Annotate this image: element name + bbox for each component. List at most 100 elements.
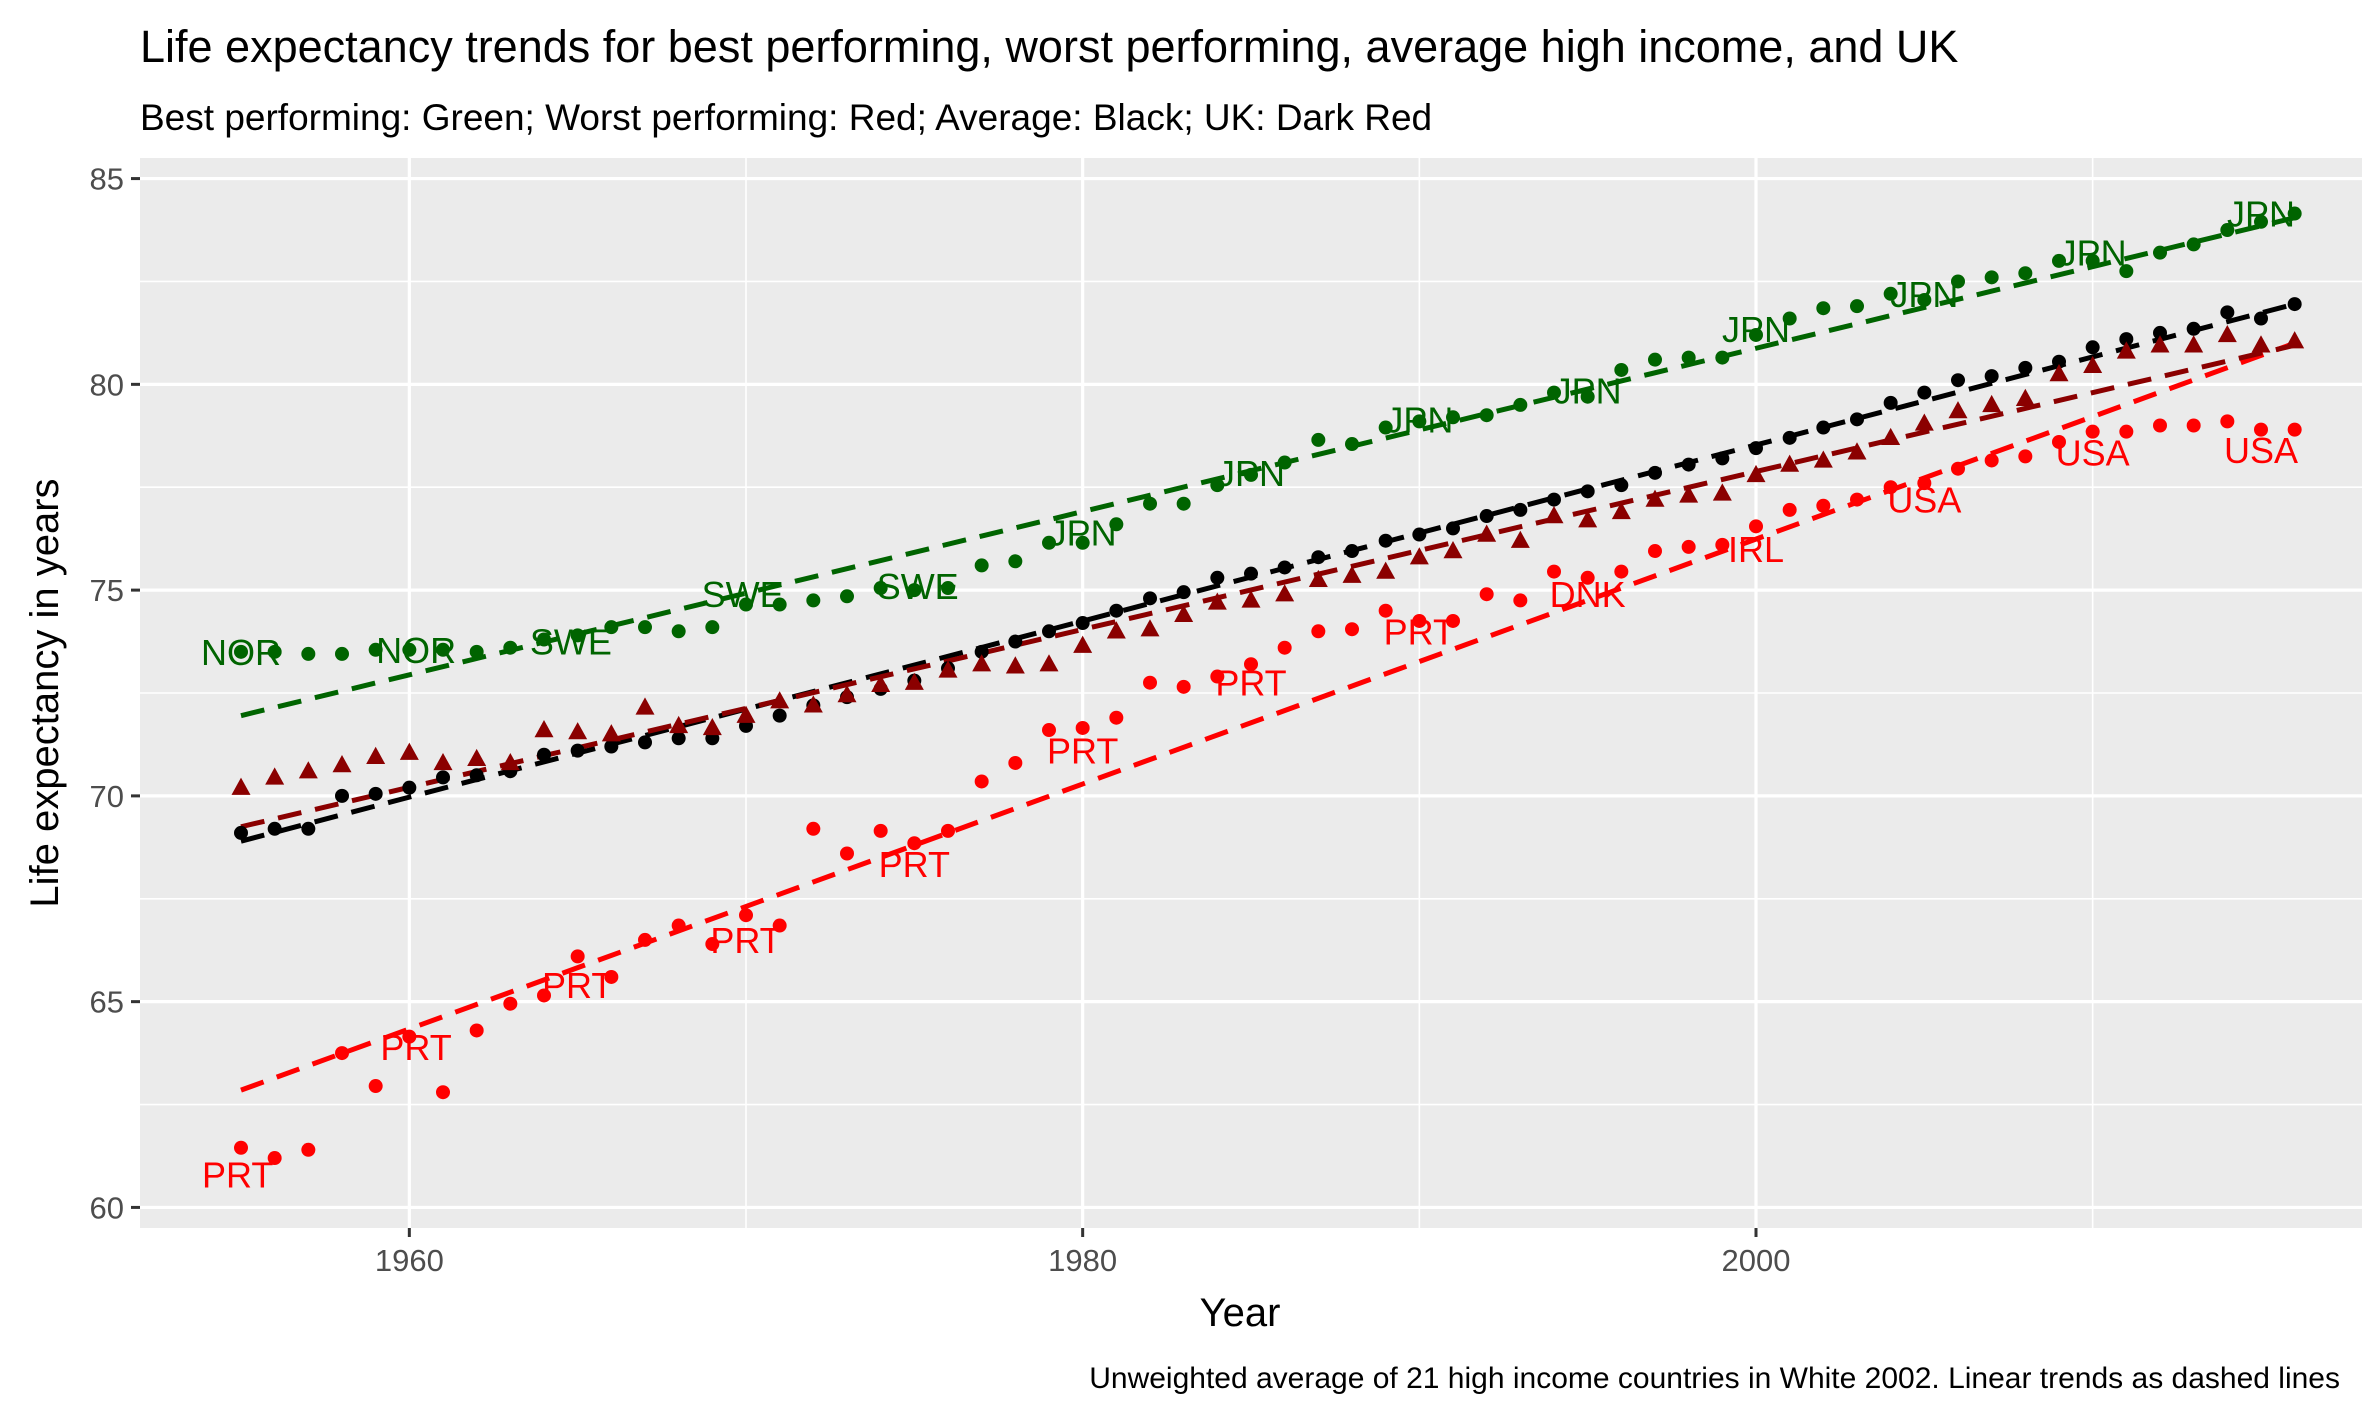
point-uk [2049, 364, 2069, 382]
country-label: USA [2224, 430, 2298, 471]
point-worst [2119, 424, 2134, 439]
point-best [267, 644, 282, 659]
point-worst [1816, 498, 1831, 513]
point-worst [1614, 564, 1629, 579]
point-best [1109, 517, 1124, 532]
point-uk [1376, 561, 1396, 579]
point-worst [2052, 434, 2066, 449]
point-uk [1679, 485, 1699, 503]
point-worst [267, 1151, 282, 1166]
point-best [604, 620, 619, 635]
country-label: IRL [1728, 529, 1784, 570]
point-best [1412, 414, 1427, 429]
point-average [638, 735, 652, 750]
point-best [1782, 311, 1797, 326]
point-best [2287, 206, 2302, 221]
trend-line-worst [240, 340, 2296, 1093]
y-axis-title: Life expectancy in years [23, 478, 67, 907]
point-worst [1008, 755, 1023, 770]
point-uk [2251, 335, 2271, 353]
point-average [1850, 412, 1864, 427]
point-best [2254, 214, 2268, 229]
country-label: PRT [380, 1027, 451, 1068]
point-average [2186, 321, 2201, 336]
point-best [1850, 299, 1864, 314]
point-worst [2085, 424, 2100, 439]
point-worst [1917, 476, 1932, 491]
y-tick-label: 65 [90, 985, 124, 1020]
point-uk [736, 705, 756, 723]
country-label: PRT [1215, 663, 1286, 704]
point-average [1109, 603, 1124, 618]
x-tick-label: 2000 [1722, 1243, 1791, 1278]
point-worst [301, 1142, 316, 1157]
point-average [1412, 527, 1427, 542]
point-best [2186, 237, 2201, 252]
country-label: USA [2056, 432, 2130, 473]
point-best [2018, 266, 2033, 281]
point-average [1143, 591, 1157, 606]
point-uk [265, 767, 285, 785]
point-best [1547, 385, 1561, 400]
point-best [1951, 274, 1965, 289]
point-worst [436, 1085, 450, 1100]
point-uk [2150, 335, 2170, 353]
point-average [1210, 570, 1225, 585]
point-worst [1580, 570, 1595, 585]
point-worst [2254, 422, 2268, 437]
point-uk [2184, 335, 2204, 353]
point-average [469, 768, 484, 783]
point-best [1008, 554, 1023, 569]
point-best [570, 628, 585, 643]
point-best [1479, 408, 1494, 423]
point-average [1614, 478, 1629, 493]
point-worst [1782, 502, 1797, 517]
point-average [1277, 560, 1292, 575]
point-average [537, 747, 551, 762]
point-best [469, 644, 484, 659]
country-label: PRT [710, 920, 781, 961]
point-average [2018, 360, 2033, 375]
point-average [1176, 585, 1191, 600]
point-average [2220, 305, 2235, 320]
point-worst [234, 1140, 248, 1155]
point-average [1345, 544, 1359, 559]
point-best [1883, 286, 1898, 301]
point-uk [500, 752, 520, 771]
country-label: PRT [542, 965, 613, 1006]
point-uk [231, 777, 251, 795]
country-label: JPN [2227, 194, 2295, 235]
point-worst [1378, 603, 1393, 618]
country-label: JPN [1890, 274, 1958, 315]
y-tick-label: 60 [90, 1190, 124, 1225]
point-uk [1342, 565, 1362, 583]
country-label: NOR [376, 630, 456, 671]
point-worst [1345, 622, 1359, 637]
point-worst [1075, 720, 1090, 735]
point-uk [1578, 510, 1598, 528]
country-label: SWE [877, 566, 959, 607]
point-best [2052, 253, 2066, 268]
point-best [335, 646, 349, 661]
point-worst [1143, 675, 1157, 690]
country-label: NOR [201, 632, 281, 673]
point-worst [1479, 587, 1494, 602]
point-worst [2153, 418, 2167, 433]
point-best [2085, 253, 2100, 268]
point-average [1580, 484, 1595, 499]
y-tick-label: 80 [90, 367, 124, 402]
point-best [301, 646, 316, 661]
point-best [1345, 437, 1359, 452]
point-uk [635, 697, 655, 715]
point-average [267, 821, 282, 836]
point-best [1075, 535, 1090, 550]
point-best [739, 597, 753, 612]
country-label: DNK [1550, 574, 1626, 615]
country-label: PRT [202, 1155, 273, 1196]
point-worst [1984, 453, 1999, 468]
point-best [2119, 264, 2134, 279]
point-uk [2116, 341, 2136, 359]
point-best [1143, 496, 1157, 511]
point-uk [1948, 401, 1968, 419]
point-worst [1042, 723, 1056, 738]
